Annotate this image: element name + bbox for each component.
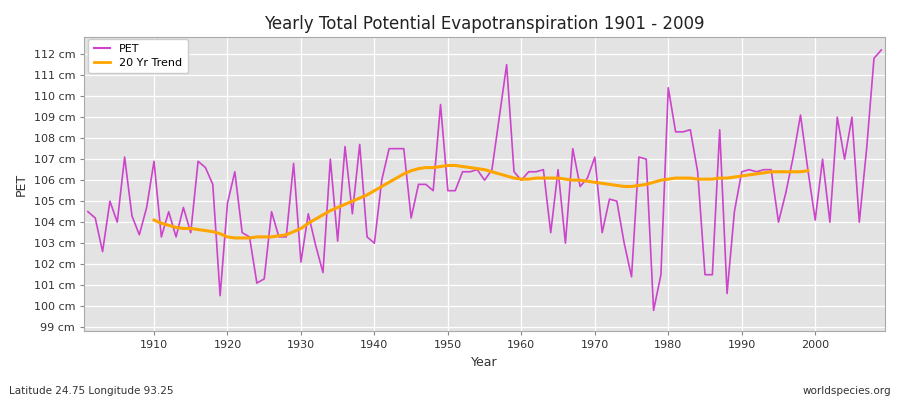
X-axis label: Year: Year bbox=[472, 356, 498, 369]
Text: worldspecies.org: worldspecies.org bbox=[803, 386, 891, 396]
Title: Yearly Total Potential Evapotranspiration 1901 - 2009: Yearly Total Potential Evapotranspiratio… bbox=[265, 15, 705, 33]
Y-axis label: PET: PET bbox=[15, 173, 28, 196]
Text: Latitude 24.75 Longitude 93.25: Latitude 24.75 Longitude 93.25 bbox=[9, 386, 174, 396]
Legend: PET, 20 Yr Trend: PET, 20 Yr Trend bbox=[88, 39, 188, 74]
